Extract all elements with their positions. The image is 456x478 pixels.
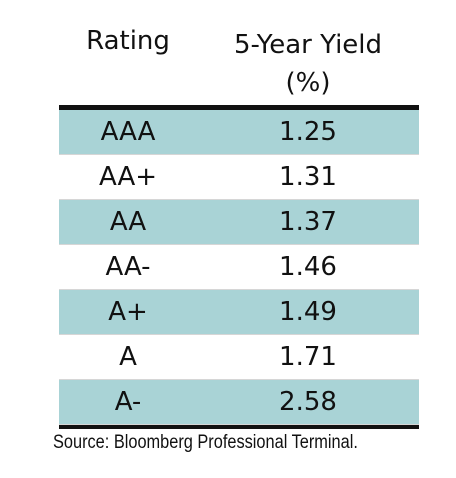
header-rating: Rating bbox=[86, 26, 170, 56]
rating-cell: AAA bbox=[100, 117, 156, 147]
yield-cell: 1.25 bbox=[279, 117, 337, 147]
yield-cell: 2.58 bbox=[279, 387, 337, 417]
yield-cell: 1.49 bbox=[279, 297, 337, 327]
yield-cell: 1.31 bbox=[279, 162, 337, 192]
top-rule bbox=[59, 105, 419, 110]
source-note: Source: Bloomberg Professional Terminal. bbox=[53, 432, 358, 453]
yield-cell: 1.71 bbox=[279, 342, 337, 372]
table-row: A+ 1.49 bbox=[59, 290, 419, 335]
bottom-rule bbox=[59, 425, 419, 429]
table-row: A- 2.58 bbox=[59, 380, 419, 425]
rating-cell: A+ bbox=[108, 297, 148, 327]
table-row: AA- 1.46 bbox=[59, 245, 419, 290]
table-row: AA 1.37 bbox=[59, 200, 419, 245]
table-header: Rating 5-Year Yield (%) bbox=[59, 0, 419, 105]
yield-cell: 1.46 bbox=[279, 252, 337, 282]
table-row: A 1.71 bbox=[59, 335, 419, 380]
yield-cell: 1.37 bbox=[279, 207, 337, 237]
table-row: AA+ 1.31 bbox=[59, 155, 419, 200]
header-yield-title: 5-Year Yield bbox=[233, 30, 383, 60]
header-yield: 5-Year Yield (%) bbox=[197, 26, 419, 102]
rating-cell: AA+ bbox=[98, 162, 158, 192]
rating-cell: A- bbox=[114, 387, 142, 417]
rating-cell: AA- bbox=[105, 252, 151, 282]
rating-cell: A bbox=[119, 342, 137, 372]
rating-cell: AA bbox=[109, 207, 147, 237]
header-yield-unit: (%) bbox=[285, 68, 331, 98]
table-row: AAA 1.25 bbox=[59, 110, 419, 155]
yield-table: Rating 5-Year Yield (%) AAA 1.25 AA+ 1.3… bbox=[59, 0, 419, 429]
